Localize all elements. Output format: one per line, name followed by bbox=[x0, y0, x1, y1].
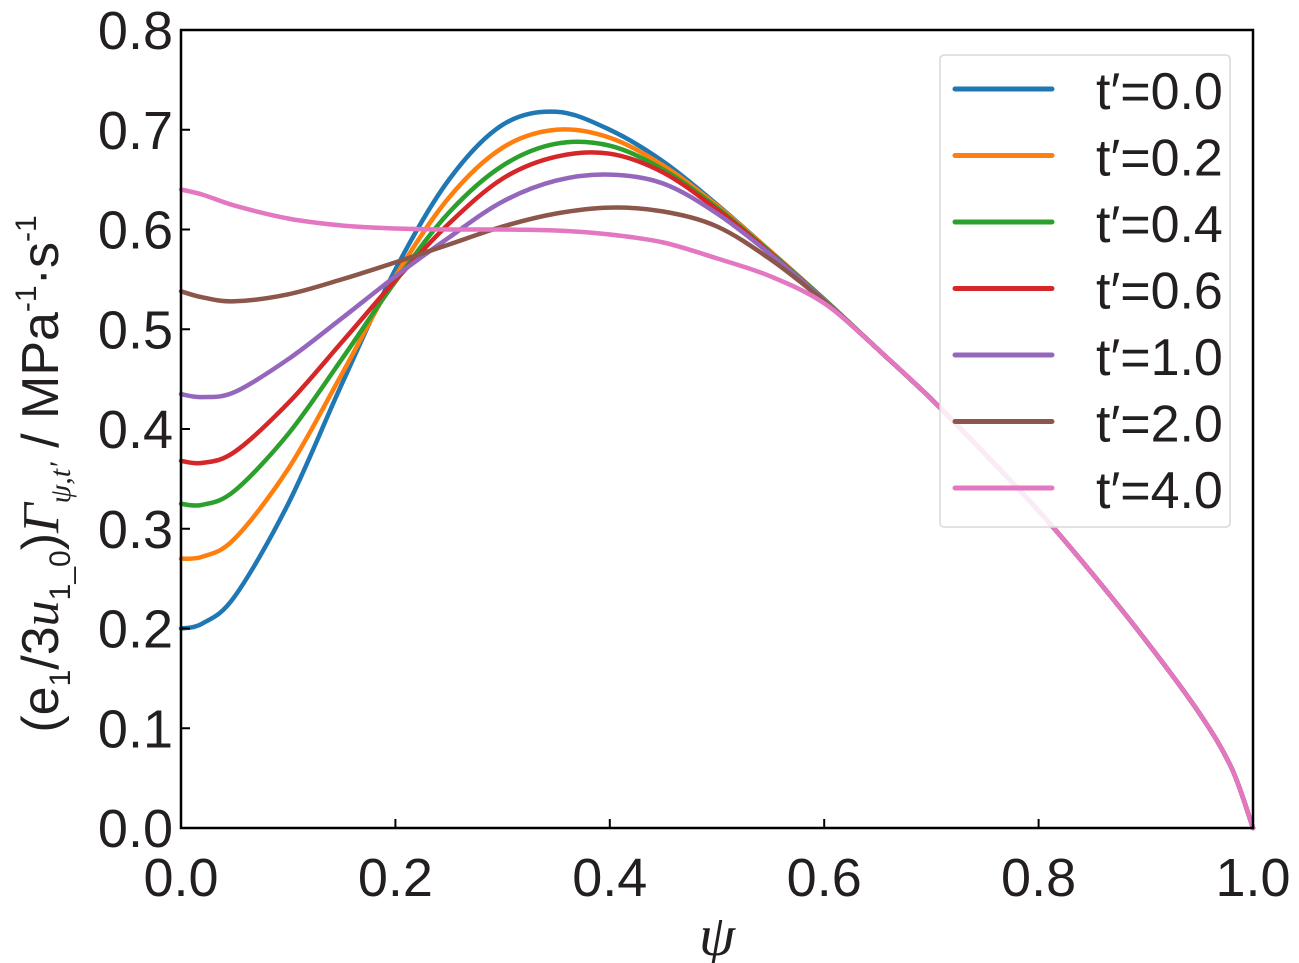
y-tick-label: 0.8 bbox=[98, 1, 173, 61]
y-tick-label: 0.4 bbox=[98, 400, 173, 460]
y-axis-label-part: -1 bbox=[10, 285, 43, 312]
y-axis-label-part: /3 bbox=[12, 626, 70, 669]
legend-box bbox=[939, 54, 1231, 528]
legend-label-0: t′=0.0 bbox=[1096, 63, 1223, 121]
x-axis-label: ψ bbox=[699, 903, 736, 963]
x-tick-label: 0.6 bbox=[787, 848, 862, 908]
y-axis-label: (e1/3u1_0)Γψ,t′ / MPa-1·s-1 bbox=[10, 215, 77, 732]
y-axis-label-part: -1 bbox=[10, 215, 43, 242]
x-tick-label: 0.2 bbox=[358, 848, 433, 908]
y-tick-label: 0.7 bbox=[98, 101, 173, 161]
series-line-6 bbox=[178, 187, 1256, 831]
y-axis-label-part: / MPa bbox=[12, 312, 70, 462]
legend-label-1: t′=0.2 bbox=[1096, 130, 1223, 188]
y-tick-label: 0.2 bbox=[98, 600, 173, 660]
y-tick-label: 0.5 bbox=[98, 300, 173, 360]
y-axis-label-part: 1_0 bbox=[44, 550, 77, 600]
y-axis-label-part: u bbox=[13, 600, 70, 626]
x-tick-label: 0.8 bbox=[1001, 848, 1076, 908]
legend-label-2: t′=0.4 bbox=[1096, 196, 1223, 254]
y-tick-label: 0.3 bbox=[98, 500, 173, 560]
y-axis-label-part: Γ bbox=[13, 501, 70, 534]
y-tick-label: 0.0 bbox=[98, 799, 173, 859]
legend-label-3: t′=0.6 bbox=[1096, 263, 1223, 321]
y-axis-label-part: 1 bbox=[44, 670, 77, 687]
y-tick-label: 0.6 bbox=[98, 201, 173, 261]
series-layer bbox=[178, 109, 1256, 831]
y-axis-label-part: (e bbox=[12, 686, 70, 732]
x-tick-label: 0.0 bbox=[143, 848, 218, 908]
x-tick-label: 1.0 bbox=[1215, 848, 1290, 908]
y-axis-label-part: ·s bbox=[12, 242, 70, 285]
x-tick-label: 0.4 bbox=[572, 848, 647, 908]
y-axis: 0.0 0.1 0.2 0.3 0.4 0.5 0.6 0.7 0.8 bbox=[98, 1, 190, 859]
y-axis-label-part: ψ,t′ bbox=[44, 462, 77, 503]
legend-label-6: t′=4.0 bbox=[1096, 462, 1223, 520]
legend: t′=0.0 t′=0.2 t′=0.4 t′=0.6 t′=1.0 t′=2.0 t′=4… bbox=[939, 54, 1231, 528]
x-axis: 0.0 0.2 0.4 0.6 0.8 1.0 bbox=[143, 819, 1291, 908]
y-tick-label: 0.1 bbox=[98, 699, 173, 759]
legend-label-5: t′=2.0 bbox=[1096, 396, 1223, 454]
legend-label-4: t′=1.0 bbox=[1096, 329, 1223, 387]
y-axis-label-part: ) bbox=[12, 533, 70, 550]
